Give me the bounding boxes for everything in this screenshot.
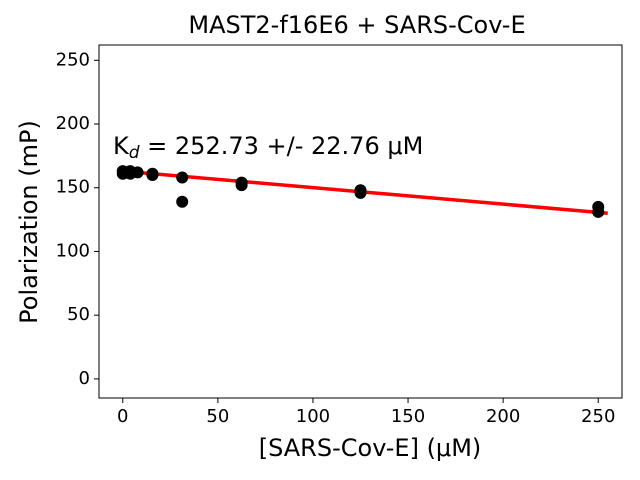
x-tick-label: 0 — [117, 406, 128, 427]
x-tick-label: 250 — [581, 406, 615, 427]
data-point — [235, 179, 248, 192]
y-tick-label: 250 — [56, 49, 90, 70]
x-tick-label: 200 — [486, 406, 520, 427]
y-tick-label: 0 — [79, 368, 90, 389]
x-axis-label: [SARS-Cov-E] (μM) — [259, 434, 482, 462]
annotation: Kd = 252.73 +/- 22.76 μM — [113, 132, 423, 163]
y-axis-label: Polarization (mP) — [15, 120, 43, 324]
annotation-subscript: d — [129, 143, 140, 163]
data-point — [592, 205, 605, 218]
chart-title: MAST2-f16E6 + SARS-Cov-E — [188, 11, 525, 39]
data-point — [146, 168, 159, 181]
data-point — [354, 186, 367, 199]
x-tick-label: 150 — [391, 406, 425, 427]
y-tick-label: 200 — [56, 113, 90, 134]
x-tick-label: 100 — [296, 406, 330, 427]
y-tick-label: 100 — [56, 240, 90, 261]
plot-frame — [98, 44, 623, 399]
annotation-rest: = 252.73 +/- 22.76 μM — [140, 132, 424, 160]
annotation-text: K — [113, 132, 130, 160]
data-point — [176, 195, 189, 208]
y-tick-label: 50 — [67, 304, 90, 325]
x-tick-label: 50 — [206, 406, 229, 427]
data-point — [131, 166, 144, 179]
y-tick-label: 150 — [56, 177, 90, 198]
data-point — [176, 171, 189, 184]
